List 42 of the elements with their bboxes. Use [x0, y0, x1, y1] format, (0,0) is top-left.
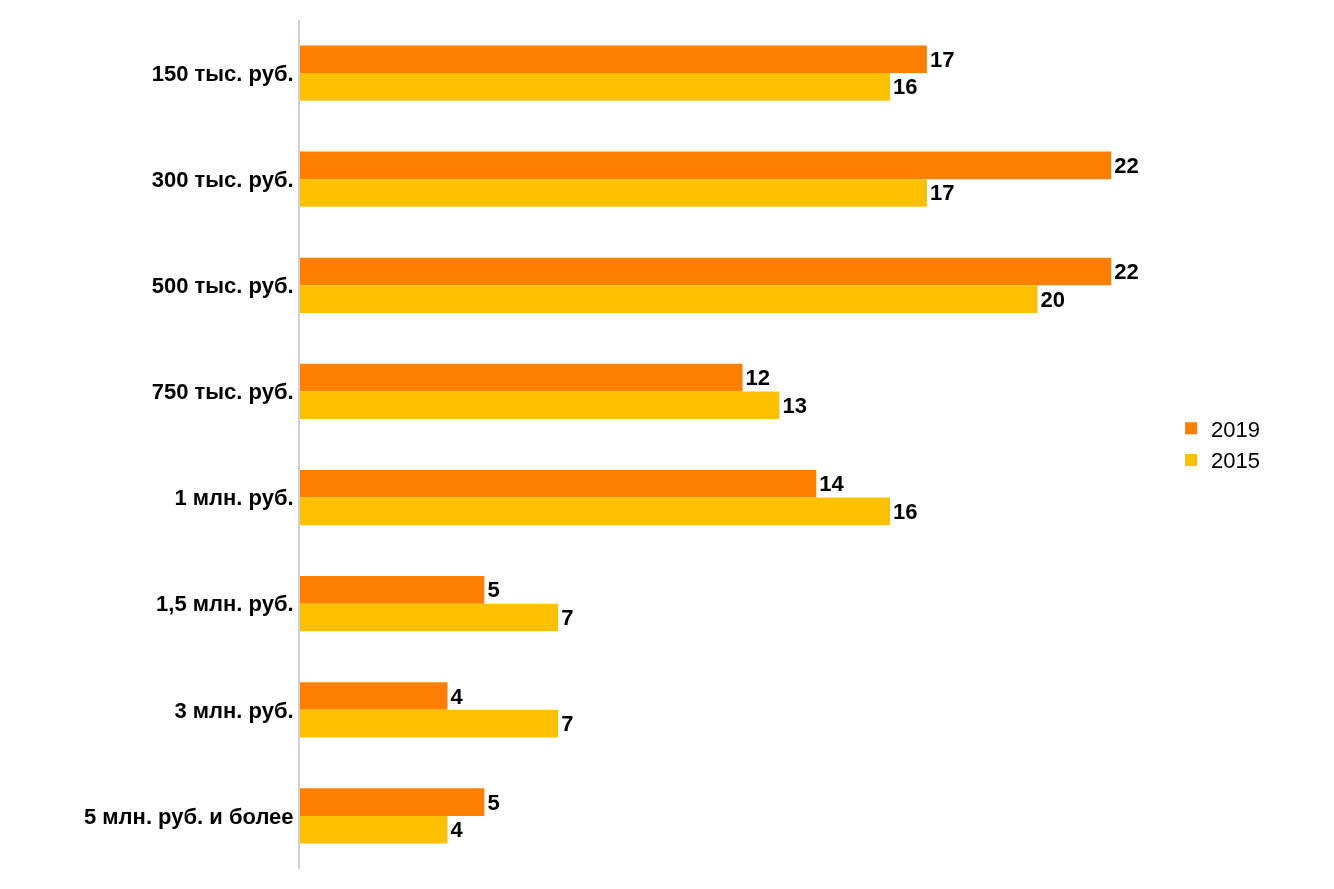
data-label: 22	[1114, 259, 1139, 285]
y-tick-label: 300 тыс. руб.	[151, 166, 294, 192]
y-tick-label: 500 тыс. руб.	[151, 273, 294, 299]
data-label: 5	[487, 789, 500, 815]
bar	[300, 73, 891, 101]
data-label: 14	[819, 471, 845, 497]
bar	[300, 45, 927, 74]
data-label: 22	[1114, 152, 1139, 178]
y-tick-label: 750 тыс. руб.	[151, 379, 294, 405]
legend-label: 2019	[1211, 416, 1261, 442]
y-tick-label: 150 тыс. руб.	[151, 60, 294, 86]
y-tick-label: 5 млн. руб. и более	[84, 803, 294, 829]
data-label: 4	[450, 683, 464, 709]
data-label: 7	[561, 711, 574, 737]
data-label: 16	[893, 74, 918, 100]
bar	[300, 257, 1112, 286]
bar	[300, 603, 559, 632]
bar	[300, 363, 743, 392]
data-label: 5	[487, 577, 500, 603]
bar	[300, 285, 1038, 313]
data-label: 7	[561, 604, 574, 630]
bar	[300, 682, 448, 710]
y-tick-label: 3 млн. руб.	[174, 697, 294, 723]
bar	[300, 576, 485, 604]
bar	[300, 469, 817, 498]
bar	[300, 497, 891, 526]
data-label: 17	[929, 46, 955, 72]
bar	[300, 709, 559, 738]
data-label: 20	[1040, 286, 1066, 312]
data-label: 16	[893, 498, 918, 524]
legend-label: 2015	[1211, 448, 1261, 474]
bar	[300, 788, 485, 816]
data-label: 12	[745, 365, 771, 391]
bar	[300, 151, 1112, 180]
bar	[300, 391, 780, 420]
data-label: 17	[929, 180, 955, 206]
y-tick-label: 1 млн. руб.	[174, 485, 294, 511]
data-label: 4	[450, 817, 464, 843]
bar	[300, 815, 448, 844]
y-tick-label: 1,5 млн. руб.	[156, 591, 294, 617]
bar	[300, 179, 927, 207]
data-label: 13	[782, 392, 807, 418]
